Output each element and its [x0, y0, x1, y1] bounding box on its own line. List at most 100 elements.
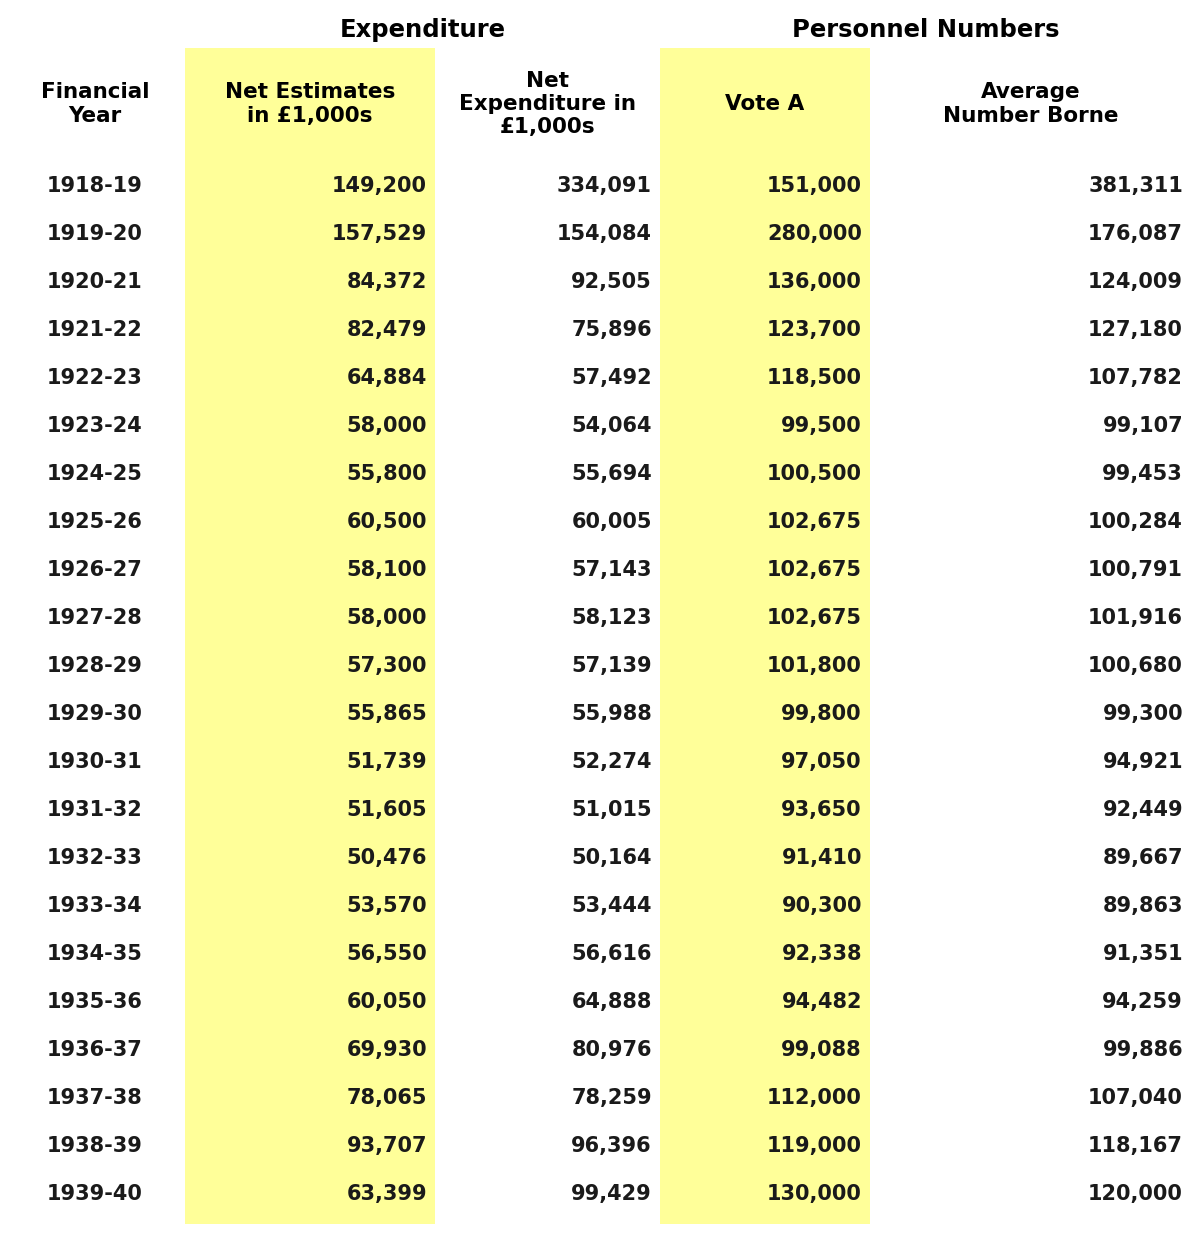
Text: 1926-27: 1926-27 [47, 560, 142, 580]
Text: 1929-30: 1929-30 [47, 704, 144, 724]
Text: 1934-35: 1934-35 [47, 944, 144, 964]
Text: 124,009: 124,009 [1088, 272, 1183, 292]
Text: 69,930: 69,930 [347, 1040, 427, 1060]
Text: 1936-37: 1936-37 [47, 1040, 142, 1060]
Text: 55,865: 55,865 [347, 704, 427, 724]
Text: 58,000: 58,000 [347, 416, 427, 435]
Text: 89,667: 89,667 [1103, 849, 1183, 868]
Text: 1925-26: 1925-26 [47, 512, 144, 532]
Text: 1931-32: 1931-32 [47, 800, 142, 820]
Text: 51,605: 51,605 [347, 800, 427, 820]
Text: 1932-33: 1932-33 [47, 849, 142, 868]
Text: 97,050: 97,050 [781, 752, 862, 772]
Text: 93,707: 93,707 [347, 1136, 427, 1157]
Text: 1930-31: 1930-31 [47, 752, 142, 772]
Text: 78,259: 78,259 [572, 1089, 652, 1108]
Text: 94,259: 94,259 [1103, 992, 1183, 1012]
Text: 53,570: 53,570 [347, 896, 427, 917]
Text: 1935-36: 1935-36 [47, 992, 144, 1012]
Text: 1938-39: 1938-39 [47, 1136, 144, 1157]
Text: 120,000: 120,000 [1088, 1184, 1183, 1204]
Text: 84,372: 84,372 [347, 272, 427, 292]
Text: 57,300: 57,300 [347, 656, 427, 675]
Text: 101,800: 101,800 [767, 656, 862, 675]
Text: 1920-21: 1920-21 [47, 272, 142, 292]
Text: 154,084: 154,084 [557, 224, 652, 244]
Text: Expenditure: Expenditure [340, 19, 506, 42]
Text: 51,739: 51,739 [347, 752, 427, 772]
Text: 50,164: 50,164 [572, 849, 652, 868]
Text: 54,064: 54,064 [572, 416, 652, 435]
Text: 118,500: 118,500 [767, 367, 862, 388]
Text: 78,065: 78,065 [347, 1089, 427, 1108]
Text: 92,449: 92,449 [1103, 800, 1183, 820]
Text: 56,550: 56,550 [347, 944, 427, 964]
Text: 280,000: 280,000 [767, 224, 862, 244]
Text: 57,143: 57,143 [572, 560, 652, 580]
Text: 94,482: 94,482 [781, 992, 862, 1012]
Text: 75,896: 75,896 [572, 320, 652, 340]
Text: 99,800: 99,800 [781, 704, 862, 724]
Bar [660, 48, 869, 1223]
Text: 1928-29: 1928-29 [47, 656, 144, 675]
Text: 60,500: 60,500 [347, 512, 427, 532]
Text: 64,888: 64,888 [572, 992, 652, 1012]
Text: Financial
Year: Financial Year [41, 83, 150, 126]
Bar [185, 48, 435, 1223]
Text: 1937-38: 1937-38 [47, 1089, 142, 1108]
Text: 92,505: 92,505 [572, 272, 652, 292]
Text: 101,916: 101,916 [1088, 609, 1183, 628]
Text: 107,040: 107,040 [1088, 1089, 1183, 1108]
Text: 176,087: 176,087 [1088, 224, 1183, 244]
Text: 60,005: 60,005 [572, 512, 652, 532]
Text: 149,200: 149,200 [332, 176, 427, 195]
Text: 123,700: 123,700 [767, 320, 862, 340]
Text: 99,886: 99,886 [1103, 1040, 1183, 1060]
Text: 58,000: 58,000 [347, 609, 427, 628]
Text: 96,396: 96,396 [572, 1136, 652, 1157]
Text: 1939-40: 1939-40 [47, 1184, 144, 1204]
Text: 60,050: 60,050 [347, 992, 427, 1012]
Text: 57,139: 57,139 [572, 656, 652, 675]
Text: 107,782: 107,782 [1088, 367, 1183, 388]
Text: 58,100: 58,100 [347, 560, 427, 580]
Text: 102,675: 102,675 [767, 609, 862, 628]
Text: 1933-34: 1933-34 [47, 896, 142, 917]
Text: 82,479: 82,479 [347, 320, 427, 340]
Text: 99,107: 99,107 [1103, 416, 1183, 435]
Text: 1922-23: 1922-23 [47, 367, 142, 388]
Text: 52,274: 52,274 [572, 752, 652, 772]
Text: 55,800: 55,800 [347, 464, 427, 484]
Text: 130,000: 130,000 [767, 1184, 862, 1204]
Text: 99,088: 99,088 [781, 1040, 862, 1060]
Text: 55,988: 55,988 [572, 704, 652, 724]
Text: 127,180: 127,180 [1088, 320, 1183, 340]
Text: 100,680: 100,680 [1088, 656, 1183, 675]
Text: 99,453: 99,453 [1103, 464, 1183, 484]
Text: 94,921: 94,921 [1103, 752, 1183, 772]
Text: 1927-28: 1927-28 [47, 609, 142, 628]
Text: 1921-22: 1921-22 [47, 320, 142, 340]
Text: Personnel Numbers: Personnel Numbers [792, 19, 1060, 42]
Text: 1919-20: 1919-20 [47, 224, 144, 244]
Text: 100,500: 100,500 [767, 464, 862, 484]
Text: Net Estimates
in £1,000s: Net Estimates in £1,000s [225, 83, 395, 126]
Text: 57,492: 57,492 [572, 367, 652, 388]
Text: 157,529: 157,529 [331, 224, 427, 244]
Text: 102,675: 102,675 [767, 512, 862, 532]
Text: 334,091: 334,091 [557, 176, 652, 195]
Text: 100,791: 100,791 [1088, 560, 1183, 580]
Text: Average
Number Borne: Average Number Borne [942, 83, 1118, 126]
Text: 119,000: 119,000 [767, 1136, 862, 1157]
Text: 51,015: 51,015 [572, 800, 652, 820]
Text: 99,300: 99,300 [1103, 704, 1183, 724]
Text: 50,476: 50,476 [347, 849, 427, 868]
Text: 118,167: 118,167 [1088, 1136, 1183, 1157]
Text: 63,399: 63,399 [347, 1184, 427, 1204]
Text: 1918-19: 1918-19 [47, 176, 144, 195]
Text: 99,500: 99,500 [781, 416, 862, 435]
Text: 89,863: 89,863 [1103, 896, 1183, 917]
Text: 53,444: 53,444 [572, 896, 652, 917]
Text: 102,675: 102,675 [767, 560, 862, 580]
Text: Net
Expenditure in
£1,000s: Net Expenditure in £1,000s [459, 71, 636, 137]
